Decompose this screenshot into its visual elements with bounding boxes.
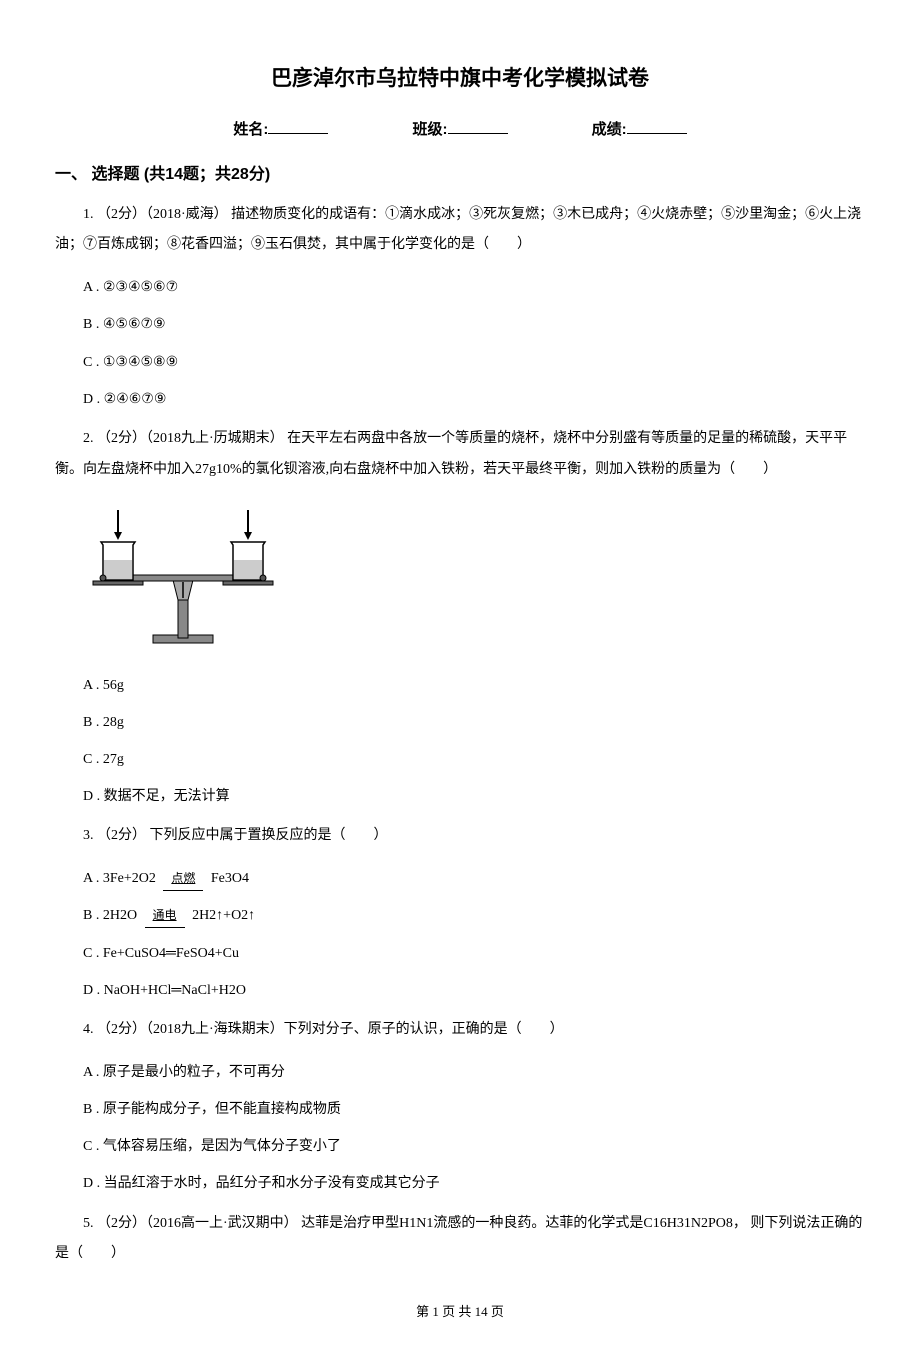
balance-diagram (83, 500, 865, 659)
question-1-option-a: A . ②③④⑤⑥⑦ (83, 275, 865, 300)
score-field: 成绩: (592, 116, 687, 143)
class-field: 班级: (413, 116, 508, 143)
question-2-option-c: C . 27g (83, 747, 865, 772)
question-4-option-b: B . 原子能构成分子，但不能直接构成物质 (83, 1097, 865, 1122)
question-4-option-c: C . 气体容易压缩，是因为气体分子变小了 (83, 1134, 865, 1159)
q3-a-pre: A . 3Fe+2O2 (83, 871, 156, 886)
q3-b-condition: 通电 (145, 905, 185, 928)
question-1-option-d: D . ②④⑥⑦⑨ (83, 387, 865, 412)
question-4-option-a: A . 原子是最小的粒子，不可再分 (83, 1060, 865, 1085)
section-1-header: 一、 选择题 (共14题；共28分) (55, 161, 865, 190)
question-4-stem: 4. （2分）（2018九上·海珠期末）下列对分子、原子的认识，正确的是（ ） (55, 1015, 865, 1046)
name-blank[interactable] (268, 120, 328, 134)
question-3-option-a: A . 3Fe+2O2 点燃 Fe3O4 (83, 866, 865, 891)
question-2-stem: 2. （2分）（2018九上·历城期末） 在天平左右两盘中各放一个等质量的烧杯，… (55, 424, 865, 486)
score-label: 成绩: (592, 121, 627, 138)
score-blank[interactable] (627, 120, 687, 134)
balance-svg (83, 500, 283, 650)
question-4-option-d: D . 当品红溶于水时，品红分子和水分子没有变成其它分子 (83, 1171, 865, 1196)
question-1-stem: 1. （2分）（2018·威海） 描述物质变化的成语有：①滴水成冰；③死灰复燃；… (55, 200, 865, 262)
q3-a-condition: 点燃 (163, 868, 203, 891)
question-3-stem: 3. （2分） 下列反应中属于置换反应的是（ ） (55, 821, 865, 852)
info-row: 姓名: 班级: 成绩: (55, 116, 865, 143)
name-field: 姓名: (233, 116, 328, 143)
name-label: 姓名: (233, 121, 268, 138)
q3-b-pre: B . 2H2O (83, 908, 137, 923)
class-blank[interactable] (448, 120, 508, 134)
question-5-stem: 5. （2分）（2016高一上·武汉期中） 达菲是治疗甲型H1N1流感的一种良药… (55, 1209, 865, 1271)
question-3-option-b: B . 2H2O 通电 2H2↑+O2↑ (83, 903, 865, 928)
question-3-option-c: C . Fe+CuSO4═FeSO4+Cu (83, 941, 865, 966)
question-2-option-d: D . 数据不足，无法计算 (83, 784, 865, 809)
exam-title: 巴彦淖尔市乌拉特中旗中考化学模拟试卷 (55, 60, 865, 98)
q3-b-label: 通电 (145, 905, 185, 928)
question-1-option-c: C . ①③④⑤⑧⑨ (83, 350, 865, 375)
question-2-option-b: B . 28g (83, 710, 865, 735)
q3-a-label: 点燃 (163, 868, 203, 891)
question-3-option-d: D . NaOH+HCl═NaCl+H2O (83, 978, 865, 1003)
question-1-option-b: B . ④⑤⑥⑦⑨ (83, 312, 865, 337)
q3-a-post: Fe3O4 (211, 871, 249, 886)
page-footer: 第 1 页 共 14 页 (55, 1300, 865, 1323)
class-label: 班级: (413, 121, 448, 138)
question-2-option-a: A . 56g (83, 673, 865, 698)
q3-b-post: 2H2↑+O2↑ (192, 908, 255, 923)
